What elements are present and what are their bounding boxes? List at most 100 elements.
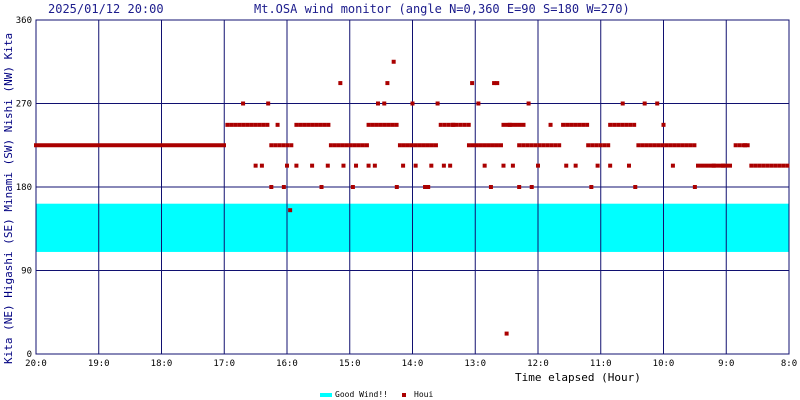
chart-datetime: 2025/01/12 20:00 bbox=[48, 2, 164, 16]
houi-marker bbox=[352, 143, 357, 148]
houi-marker bbox=[668, 143, 673, 148]
houi-marker bbox=[397, 143, 402, 148]
houi-marker bbox=[174, 143, 178, 148]
houi-marker bbox=[692, 185, 697, 189]
data-markers bbox=[34, 59, 790, 336]
legend-houi-swatch bbox=[402, 393, 406, 397]
houi-marker bbox=[602, 143, 607, 148]
houi-marker bbox=[277, 143, 282, 148]
houi-marker bbox=[382, 101, 387, 106]
houi-marker bbox=[417, 143, 422, 148]
houi-marker bbox=[42, 143, 46, 148]
houi-marker bbox=[158, 143, 162, 148]
houi-marker bbox=[438, 122, 443, 127]
houi-marker bbox=[549, 143, 554, 148]
houi-marker bbox=[241, 101, 246, 106]
houi-marker bbox=[564, 163, 569, 168]
houi-marker bbox=[374, 122, 379, 127]
houi-marker bbox=[310, 122, 315, 127]
houi-marker bbox=[259, 163, 264, 168]
houi-marker bbox=[382, 122, 387, 127]
houi-marker bbox=[640, 143, 645, 148]
houi-marker bbox=[495, 81, 500, 86]
houi-marker bbox=[680, 143, 685, 148]
houi-marker bbox=[386, 122, 391, 127]
houi-marker bbox=[529, 143, 534, 148]
houi-marker bbox=[281, 143, 286, 148]
houi-marker bbox=[194, 143, 198, 148]
houi-marker bbox=[743, 143, 748, 148]
houi-marker bbox=[608, 163, 613, 168]
houi-marker bbox=[70, 143, 74, 148]
houi-marker bbox=[749, 163, 754, 168]
houi-marker bbox=[322, 122, 327, 127]
houi-marker bbox=[581, 122, 586, 127]
houi-marker bbox=[372, 163, 377, 168]
houi-marker bbox=[565, 122, 570, 127]
y-tick-label: 360 bbox=[16, 16, 32, 26]
houi-marker bbox=[733, 143, 738, 148]
houi-marker bbox=[285, 163, 289, 168]
houi-marker bbox=[676, 143, 681, 148]
houi-marker bbox=[429, 163, 434, 168]
houi-marker bbox=[446, 122, 451, 127]
houi-marker bbox=[425, 143, 430, 148]
houi-marker bbox=[486, 143, 491, 148]
houi-marker bbox=[586, 143, 591, 148]
houi-marker bbox=[58, 143, 62, 148]
y-tick-label: 90 bbox=[21, 267, 32, 277]
houi-marker bbox=[150, 143, 154, 148]
houi-marker bbox=[652, 143, 657, 148]
houi-marker bbox=[451, 122, 456, 127]
houi-marker bbox=[186, 143, 190, 148]
houi-marker bbox=[269, 185, 274, 189]
houi-marker bbox=[708, 163, 713, 168]
x-tick-label: 16:0 bbox=[276, 359, 298, 369]
houi-marker bbox=[655, 101, 660, 106]
houi-marker bbox=[490, 143, 495, 148]
houi-marker bbox=[537, 143, 542, 148]
houi-marker bbox=[745, 143, 750, 148]
houi-marker bbox=[781, 163, 786, 168]
houi-marker bbox=[310, 163, 315, 168]
houi-marker bbox=[138, 143, 142, 148]
x-tick-label: 13:0 bbox=[464, 359, 486, 369]
houi-marker bbox=[34, 143, 38, 148]
houi-marker bbox=[106, 143, 110, 148]
houi-marker bbox=[378, 122, 383, 127]
houi-marker bbox=[598, 143, 603, 148]
houi-marker bbox=[319, 185, 324, 189]
x-tick-label: 10:0 bbox=[653, 359, 675, 369]
houi-marker bbox=[569, 122, 574, 127]
houi-marker bbox=[492, 81, 497, 86]
houi-marker bbox=[573, 163, 578, 168]
houi-marker bbox=[130, 143, 134, 148]
houi-marker bbox=[413, 163, 418, 168]
houi-marker bbox=[433, 143, 438, 148]
houi-marker bbox=[241, 122, 246, 127]
houi-marker bbox=[700, 163, 705, 168]
houi-marker bbox=[78, 143, 82, 148]
houi-marker bbox=[122, 143, 126, 148]
houi-marker bbox=[482, 163, 487, 168]
houi-marker bbox=[624, 122, 629, 127]
houi-marker bbox=[470, 81, 475, 86]
y-axis-label-text: Kita (NE) Higashi (SE) Minami (SW) Nishi… bbox=[2, 33, 15, 364]
houi-marker bbox=[94, 143, 98, 148]
houi-marker bbox=[505, 122, 510, 127]
houi-marker bbox=[142, 143, 146, 148]
houi-marker bbox=[510, 163, 515, 168]
houi-marker bbox=[573, 122, 578, 127]
x-tick-label: 15:0 bbox=[339, 359, 361, 369]
houi-marker bbox=[306, 122, 311, 127]
houi-marker bbox=[275, 122, 280, 127]
houi-marker bbox=[536, 163, 540, 168]
houi-marker bbox=[366, 122, 371, 127]
houi-marker bbox=[265, 122, 270, 127]
houi-marker bbox=[394, 122, 399, 127]
houi-marker bbox=[442, 122, 447, 127]
houi-marker bbox=[704, 163, 709, 168]
houi-marker bbox=[608, 122, 613, 127]
houi-marker bbox=[454, 122, 459, 127]
houi-marker bbox=[370, 122, 375, 127]
